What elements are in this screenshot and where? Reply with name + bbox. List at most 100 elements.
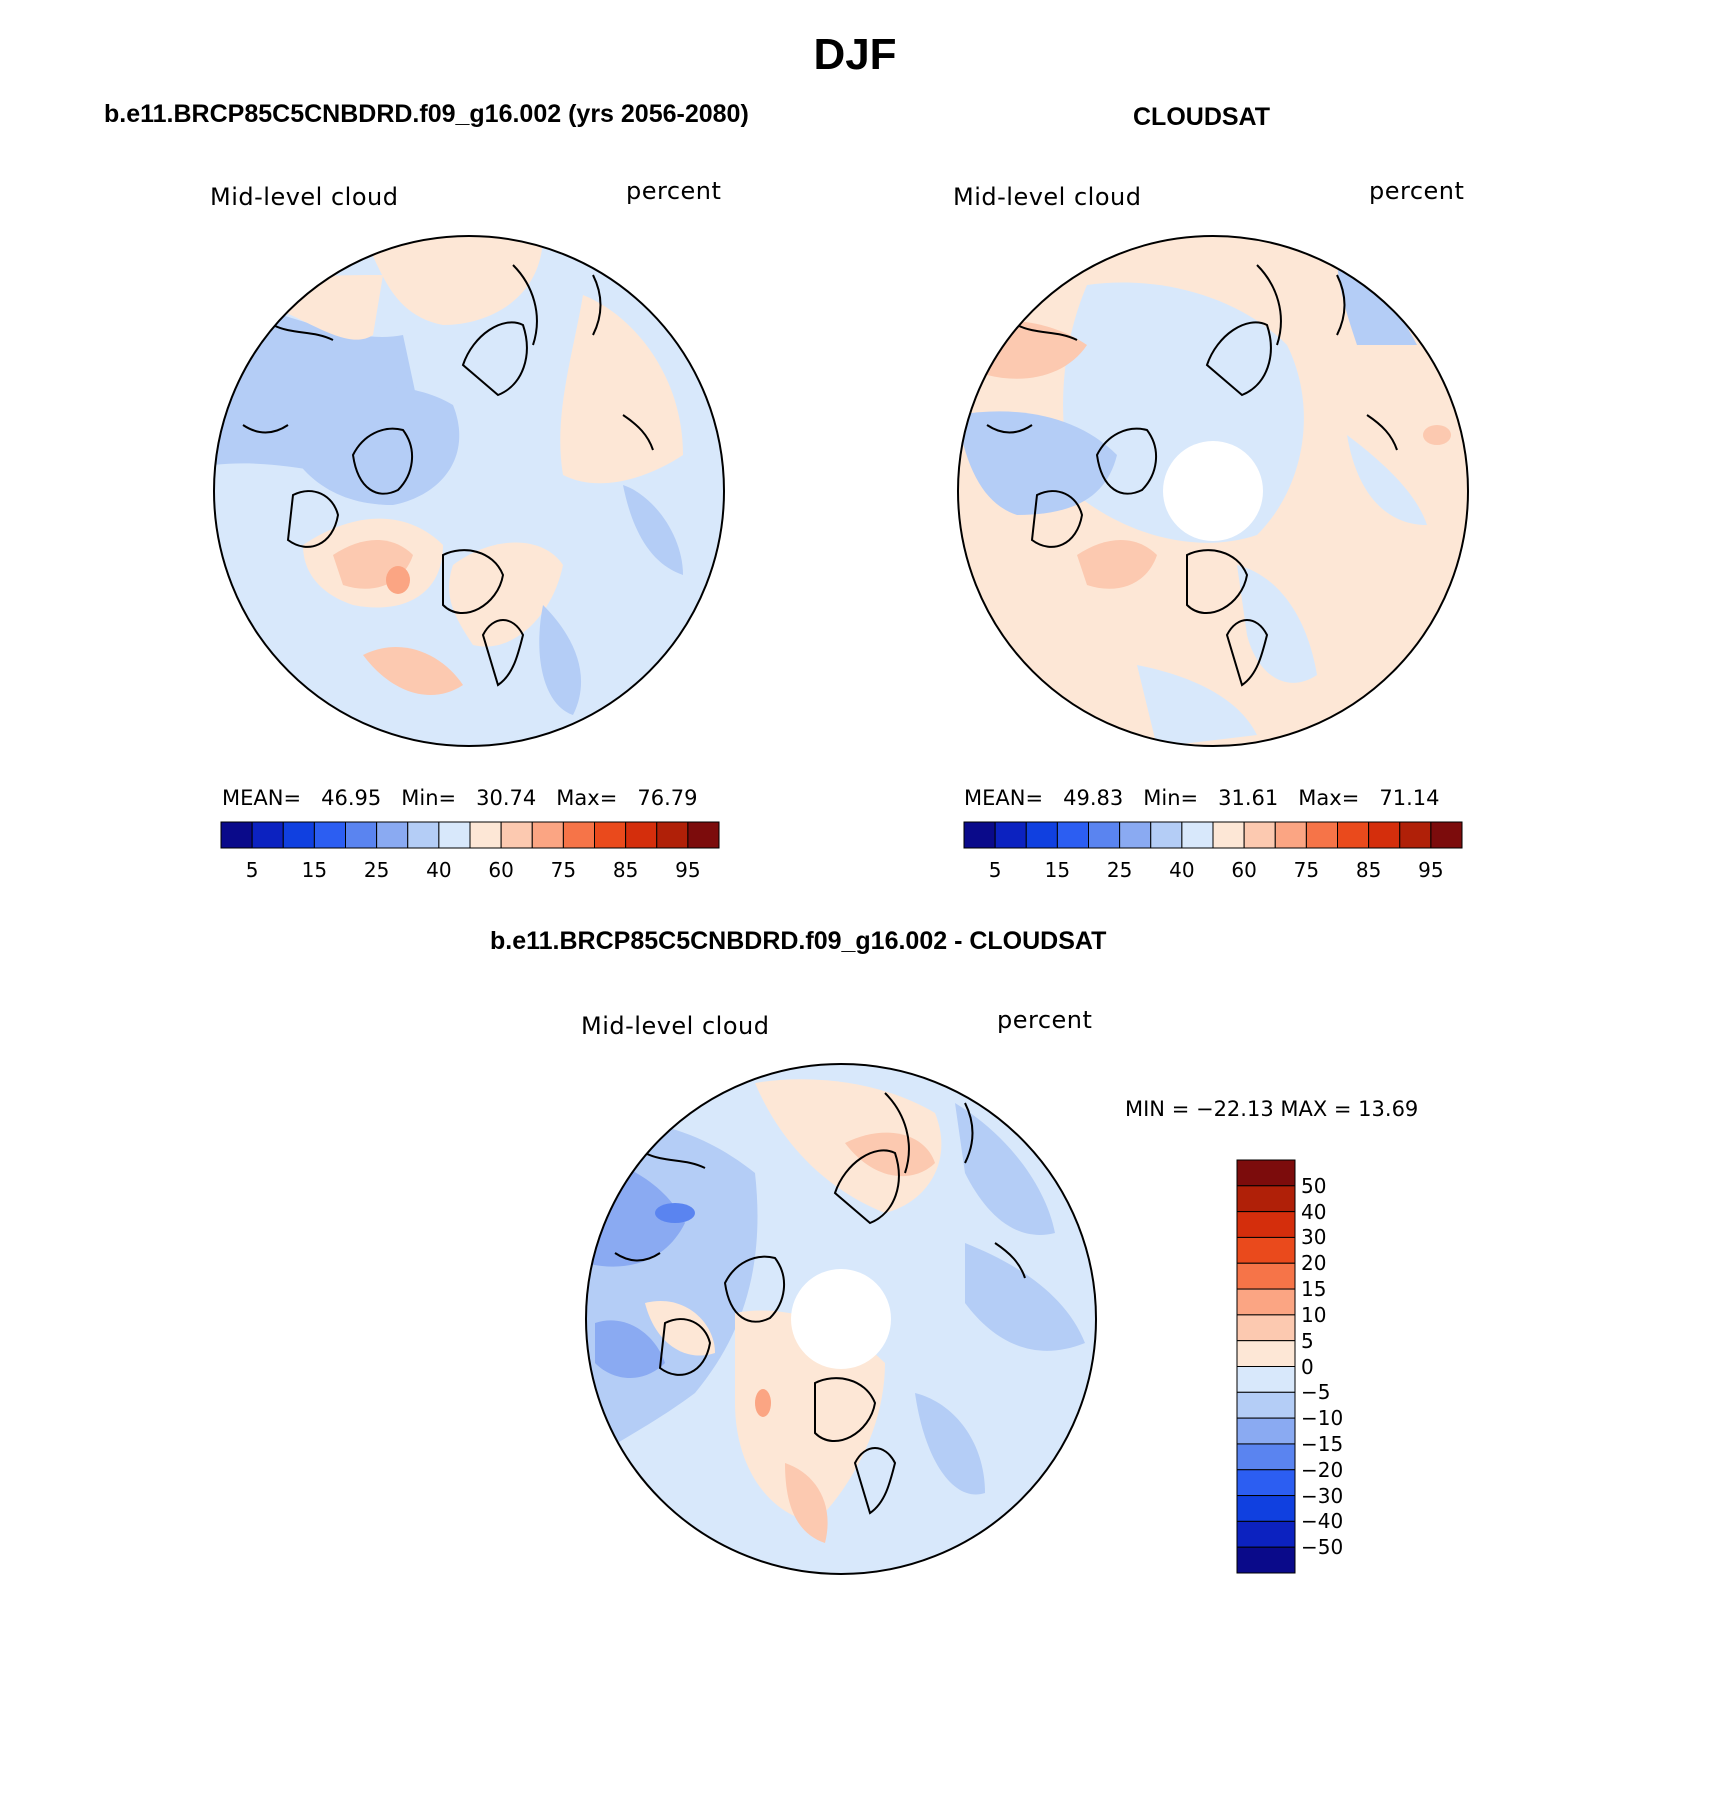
cloud-region: [273, 386, 460, 505]
cloud-region: [595, 1320, 665, 1378]
cloud-region: [1237, 565, 1317, 683]
colorbar-swatch: [1056, 821, 1090, 849]
colorbar-swatch: [1236, 1159, 1296, 1187]
colorbar-swatch: [1430, 821, 1463, 849]
variable-label-model: Mid-level cloud: [210, 183, 399, 211]
panel-header-model: b.e11.BRCP85C5CNBDRD.f09_g16.002 (yrs 20…: [104, 100, 749, 128]
units-label-model: percent: [626, 177, 722, 205]
colorbar-model: [220, 821, 720, 849]
cloud-region: [560, 295, 683, 484]
min-value: 31.61: [1218, 786, 1279, 810]
min-value: 30.74: [476, 786, 537, 810]
colorbar-swatch: [1150, 821, 1183, 849]
colorbar-tick-label: 60: [488, 858, 514, 882]
colorbar-swatch: [1236, 1314, 1296, 1342]
colorbar-swatch: [1236, 1262, 1296, 1290]
colorbar-swatch: [1399, 821, 1432, 849]
cloud-region: [955, 1103, 1055, 1235]
stats-line-obs: MEAN= 49.83 Min= 31.61 Max= 71.14: [964, 786, 1439, 810]
colorbar-tick-label: −10: [1301, 1406, 1344, 1431]
colorbar-swatch: [531, 821, 564, 849]
cloud-region: [539, 605, 582, 715]
colorbar-swatch: [656, 821, 689, 849]
polar-map-model: [213, 235, 725, 747]
colorbar-tick-label: −30: [1301, 1483, 1344, 1508]
mean-value: 46.95: [321, 786, 382, 810]
colorbar-tick-label: 0: [1301, 1354, 1314, 1379]
polar-map-obs: [957, 235, 1469, 747]
variable-label-diff: Mid-level cloud: [581, 1012, 770, 1040]
cloud-region: [1137, 665, 1257, 746]
colorbar-tick-label: 40: [1301, 1199, 1327, 1224]
cloud-region: [655, 1203, 695, 1223]
colorbar-swatch: [562, 821, 596, 849]
mean-label: MEAN=: [222, 786, 302, 810]
colorbar-tick-label: 30: [1301, 1225, 1327, 1250]
colorbar-swatch: [345, 821, 378, 849]
colorbar-tick-label: 20: [1301, 1251, 1327, 1276]
colorbar-swatch: [220, 821, 253, 849]
coastline: [242, 264, 654, 451]
colorbar-tick-label: 5: [988, 858, 1002, 882]
colorbar-tick-label: 25: [363, 858, 390, 882]
colorbar-tick-label: 10: [1301, 1302, 1327, 1327]
cloud-region: [755, 1389, 771, 1417]
colorbar-swatch: [1025, 821, 1058, 849]
mean-label: MEAN=: [964, 786, 1044, 810]
colorbar-swatch: [963, 821, 996, 849]
colorbar-obs-labels: 5 15 25 40 60 75 85 95: [964, 858, 1462, 884]
max-label: Max=: [1298, 786, 1360, 810]
cloud-region: [363, 646, 463, 695]
mean-value: 49.83: [1063, 786, 1124, 810]
colorbar-swatch: [1337, 821, 1370, 849]
figure-title: DJF: [813, 30, 897, 79]
colorbar-tick-label: −15: [1301, 1431, 1344, 1456]
colorbar-swatch: [1236, 1391, 1296, 1419]
missing-data-pole: [1163, 441, 1263, 541]
colorbar-swatch: [469, 821, 502, 849]
min-label: Min=: [1143, 786, 1199, 810]
colorbar-tick-label: −5: [1301, 1380, 1331, 1405]
colorbar-tick-label: 95: [1418, 858, 1444, 882]
map-boundary: [585, 1063, 1097, 1575]
max-value: 76.79: [637, 786, 698, 810]
polar-map-diff: [585, 1063, 1097, 1575]
colorbar-swatch: [1274, 821, 1307, 849]
cloud-region: [785, 1463, 828, 1543]
colorbar-swatch: [313, 821, 347, 849]
max-value: 71.14: [1379, 786, 1440, 810]
colorbar-swatch: [687, 821, 720, 849]
coastline: [286, 321, 528, 687]
colorbar-tick-label: 15: [1301, 1277, 1327, 1302]
stats-line-model: MEAN= 46.95 Min= 30.74 Max= 76.79: [222, 786, 697, 810]
colorbar-tick-label: 50: [1301, 1173, 1327, 1198]
colorbar-swatch: [1236, 1443, 1296, 1471]
colorbar-diff-labels: 50 40 30 20 15 10 5 0 −5 −10 −15 −20 −30 −40 −50: [1301, 1160, 1381, 1573]
colorbar-swatch: [1236, 1469, 1296, 1497]
colorbar-obs: [963, 821, 1463, 849]
units-label-diff: percent: [997, 1006, 1093, 1034]
map-boundary: [213, 235, 725, 747]
map-boundary: [957, 235, 1469, 747]
colorbar-swatch: [1236, 1236, 1296, 1264]
coastline: [658, 1149, 900, 1515]
cloud-region: [965, 1243, 1085, 1351]
colorbar-swatch: [1236, 1366, 1296, 1393]
cloud-region: [1423, 425, 1451, 445]
missing-data-pole: [791, 1269, 891, 1369]
cloud-region: [915, 1393, 985, 1495]
colorbar-swatch: [1212, 821, 1245, 849]
coastline: [1030, 321, 1272, 687]
colorbar-tick-label: −40: [1301, 1509, 1344, 1534]
cloud-region: [623, 485, 683, 575]
colorbar-tick-label: −50: [1301, 1535, 1344, 1560]
cloud-region: [958, 411, 1117, 515]
colorbar-swatch: [1236, 1520, 1296, 1548]
colorbar-swatch: [625, 821, 658, 849]
colorbar-tick-label: 60: [1231, 858, 1257, 882]
units-label-obs: percent: [1369, 177, 1465, 205]
colorbar-swatch: [1236, 1288, 1296, 1316]
colorbar-tick-label: 25: [1106, 858, 1133, 882]
colorbar-swatch: [1181, 821, 1214, 849]
cloud-region: [363, 236, 543, 325]
